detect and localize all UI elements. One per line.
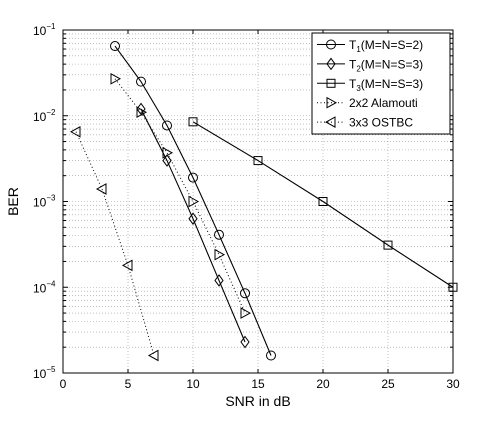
data-point-circle bbox=[188, 172, 198, 183]
data-point-triangle-left bbox=[69, 125, 81, 138]
y-tick-label: 10−1 bbox=[33, 22, 56, 38]
series-line bbox=[192, 121, 454, 288]
series-group bbox=[69, 41, 458, 362]
series-5 bbox=[69, 125, 159, 362]
data-point-square bbox=[326, 78, 336, 88]
x-tick-labels: 0 5 10 15 20 25 30 bbox=[60, 377, 460, 391]
legend-label: 2x2 Alamouti bbox=[349, 96, 418, 110]
data-point-triangle-right bbox=[162, 146, 174, 159]
data-point-circle bbox=[240, 288, 250, 299]
data-point-diamond bbox=[162, 154, 172, 167]
series-line bbox=[140, 108, 246, 343]
data-point-circle bbox=[110, 41, 120, 52]
series-line bbox=[114, 45, 272, 356]
data-point-triangle-left bbox=[324, 116, 336, 128]
x-tick-label: 25 bbox=[381, 377, 395, 391]
series-1 bbox=[110, 41, 276, 361]
data-point-triangle-left bbox=[95, 183, 107, 195]
data-point-triangle-left bbox=[121, 259, 133, 272]
data-point-triangle-right bbox=[214, 248, 226, 261]
legend-entry: T1(M=N=S=2) bbox=[317, 38, 423, 54]
legend: T1(M=N=S=2) T2(M=N=S=3) T3(M=N=S=3) 2x2 Ala… bbox=[311, 32, 451, 135]
y-tick-label: 10−5 bbox=[33, 365, 56, 381]
x-tick-label: 0 bbox=[60, 377, 67, 391]
data-point-diamond bbox=[188, 212, 198, 226]
data-point-circle bbox=[266, 350, 276, 361]
data-point-square bbox=[253, 156, 263, 166]
data-point-triangle-right bbox=[240, 307, 252, 319]
data-point-diamond bbox=[240, 335, 250, 349]
y-tick-labels: 10−1 10−2 10−3 10−4 10−5 bbox=[33, 22, 56, 381]
data-point-circle bbox=[214, 229, 224, 240]
legend-label: T1(M=N=S=2) bbox=[349, 38, 423, 54]
data-point-diamond bbox=[214, 274, 224, 287]
y-tick-label: 10−4 bbox=[33, 279, 56, 295]
data-point-square bbox=[383, 240, 393, 250]
data-point-square bbox=[318, 197, 328, 206]
data-point-circle bbox=[162, 120, 172, 131]
x-axis-label: SNR in dB bbox=[225, 393, 290, 409]
x-tick-label: 10 bbox=[186, 377, 200, 391]
legend-entry: 3x3 OSTBC bbox=[317, 116, 413, 130]
x-tick-label: 5 bbox=[125, 377, 132, 391]
y-axis-label: BER bbox=[5, 187, 21, 216]
data-point-triangle-left bbox=[147, 349, 159, 362]
legend-label: 3x3 OSTBC bbox=[349, 116, 413, 130]
x-tick-label: 15 bbox=[251, 377, 265, 391]
data-point-circle bbox=[136, 76, 146, 87]
data-point-circle bbox=[326, 39, 336, 50]
y-tick-label: 10−2 bbox=[33, 108, 56, 124]
y-tick-label: 10−3 bbox=[33, 194, 56, 210]
legend-entry: T2(M=N=S=3) bbox=[317, 57, 423, 73]
data-point-triangle-right bbox=[136, 106, 148, 119]
data-point-square bbox=[188, 117, 198, 127]
data-point-triangle-right bbox=[188, 195, 200, 208]
series-4 bbox=[110, 72, 252, 319]
x-tick-label: 20 bbox=[316, 377, 330, 391]
legend-entry: 2x2 Alamouti bbox=[317, 96, 418, 110]
series-line bbox=[114, 78, 246, 314]
data-point-triangle-right bbox=[326, 96, 338, 109]
series-line bbox=[75, 131, 155, 356]
legend-label: T3(M=N=S=3) bbox=[349, 77, 423, 93]
legend-label: T2(M=N=S=3) bbox=[349, 57, 423, 73]
data-point-triangle-right bbox=[110, 72, 122, 85]
legend-entry: T3(M=N=S=3) bbox=[317, 77, 423, 93]
x-tick-label: 30 bbox=[446, 377, 460, 391]
data-point-diamond bbox=[326, 57, 336, 71]
